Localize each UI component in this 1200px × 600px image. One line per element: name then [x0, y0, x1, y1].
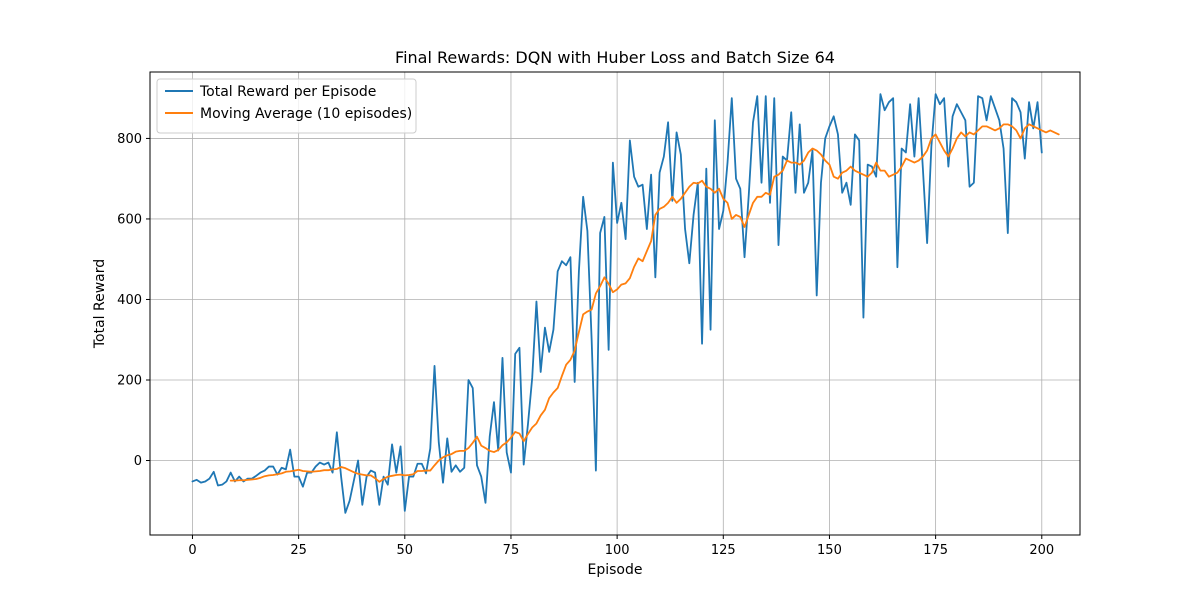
series-layer [191, 93, 1060, 514]
y-tick-label: 600 [117, 212, 142, 227]
x-tick-label: 175 [923, 543, 948, 558]
x-tick-label: 0 [188, 543, 196, 558]
plot-area-frame [149, 71, 1081, 536]
legend-box [156, 78, 417, 134]
ticks: 0 25 50 75 100 125 150 175 200 0 200 400 600 800 [117, 132, 1054, 558]
y-axis-label: Total Reward [92, 259, 108, 349]
x-tick-label: 75 [503, 543, 520, 558]
y-tick-label: 800 [117, 132, 142, 147]
legend-label-raw: Total Reward per Episode [199, 84, 376, 100]
x-tick-label: 25 [290, 543, 307, 558]
y-tick-label: 0 [134, 454, 142, 469]
x-tick-label: 100 [605, 543, 630, 558]
chart-title: Final Rewards: DQN with Huber Loss and B… [395, 48, 835, 67]
x-tick-label: 200 [1029, 543, 1054, 558]
legend: Total Reward per Episode Moving Average … [156, 78, 417, 134]
y-tick-label: 200 [117, 373, 142, 388]
legend-label-moving-average: Moving Average (10 episodes) [200, 106, 412, 122]
y-tick-label: 400 [117, 293, 142, 308]
x-tick-label: 125 [711, 543, 736, 558]
x-tick-label: 150 [817, 543, 842, 558]
series-line-raw-reward [191, 93, 1043, 514]
x-tick-label: 50 [397, 543, 414, 558]
series-line-moving-average [229, 123, 1060, 483]
x-axis-label: Episode [588, 562, 643, 578]
